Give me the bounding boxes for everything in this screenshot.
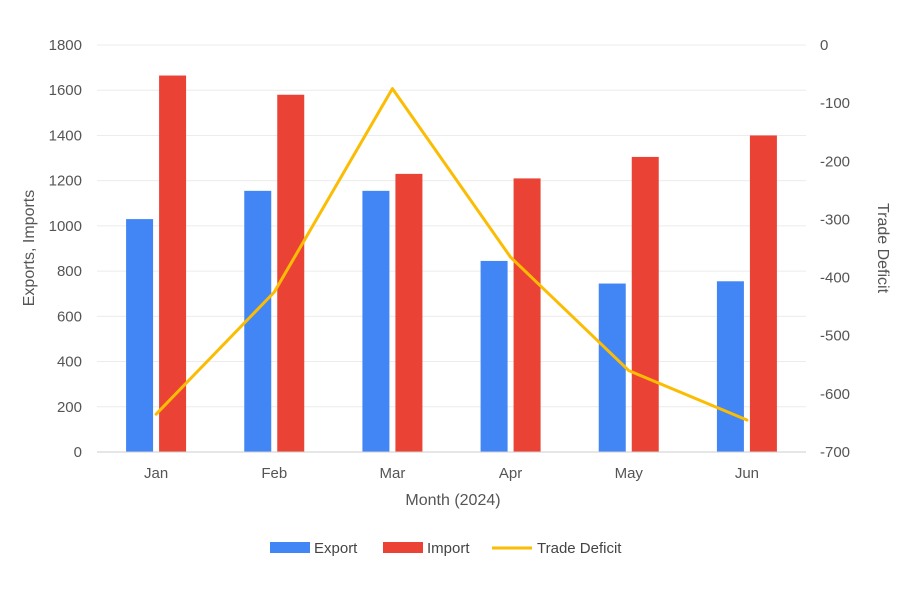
bar-import bbox=[513, 178, 541, 452]
bar-import bbox=[749, 135, 777, 452]
x-tick-label: Jan bbox=[144, 465, 168, 482]
x-tick-label: May bbox=[615, 465, 644, 482]
y-tick-label: 200 bbox=[57, 399, 82, 416]
bar-export bbox=[244, 190, 272, 452]
y2-tick-label: 0 bbox=[820, 37, 828, 54]
legend-swatch-import bbox=[383, 542, 423, 553]
bars bbox=[126, 75, 777, 453]
left-y-axis: 0 200 400 600 800 1000 1200 1400 1600 1800 bbox=[49, 37, 82, 461]
legend: Export Import Trade Deficit bbox=[270, 540, 622, 557]
gridlines bbox=[97, 44, 806, 453]
x-axis: Jan Feb Mar Apr May Jun bbox=[144, 465, 759, 482]
y2-tick-label: -300 bbox=[820, 211, 850, 228]
y-tick-label: 1600 bbox=[49, 82, 82, 99]
trade-deficit-line-layer bbox=[154, 87, 749, 422]
y2-tick-label: -500 bbox=[820, 328, 850, 345]
y2-tick-label: -700 bbox=[820, 444, 850, 461]
y-tick-label: 400 bbox=[57, 354, 82, 371]
bar-export bbox=[598, 283, 626, 452]
legend-label-trade-deficit: Trade Deficit bbox=[537, 540, 622, 557]
y-axis-title: Exports, Imports bbox=[21, 190, 38, 306]
y-tick-label: 0 bbox=[74, 444, 82, 461]
legend-label-export: Export bbox=[314, 540, 358, 557]
x-tick-label: Apr bbox=[499, 465, 522, 482]
y2-axis-title: Trade Deficit bbox=[874, 203, 891, 294]
bar-import bbox=[395, 173, 423, 452]
x-tick-label: Mar bbox=[379, 465, 405, 482]
legend-label-import: Import bbox=[427, 540, 470, 557]
y-tick-label: 1800 bbox=[49, 37, 82, 54]
y2-tick-label: -100 bbox=[820, 95, 850, 112]
legend-swatch-export bbox=[270, 542, 310, 553]
y-tick-label: 1200 bbox=[49, 173, 82, 190]
y-tick-label: 1000 bbox=[49, 218, 82, 235]
bar-export bbox=[126, 219, 154, 452]
y2-tick-label: -600 bbox=[820, 386, 850, 403]
bar-export bbox=[480, 260, 508, 452]
y2-tick-label: -400 bbox=[820, 270, 850, 287]
y-tick-label: 1400 bbox=[49, 127, 82, 144]
x-tick-label: Feb bbox=[261, 465, 287, 482]
bar-export bbox=[362, 190, 390, 452]
bar-export bbox=[716, 281, 744, 452]
y-tick-label: 600 bbox=[57, 308, 82, 325]
y2-tick-label: -200 bbox=[820, 153, 850, 170]
x-tick-label: Jun bbox=[735, 465, 759, 482]
bar-import bbox=[277, 94, 305, 452]
bar-import bbox=[631, 156, 659, 453]
trade-deficit-line bbox=[154, 87, 749, 422]
right-y-axis: 0 -100 -200 -300 -400 -500 -600 -700 bbox=[820, 37, 850, 461]
x-axis-title: Month (2024) bbox=[405, 492, 500, 509]
y-tick-label: 800 bbox=[57, 263, 82, 280]
